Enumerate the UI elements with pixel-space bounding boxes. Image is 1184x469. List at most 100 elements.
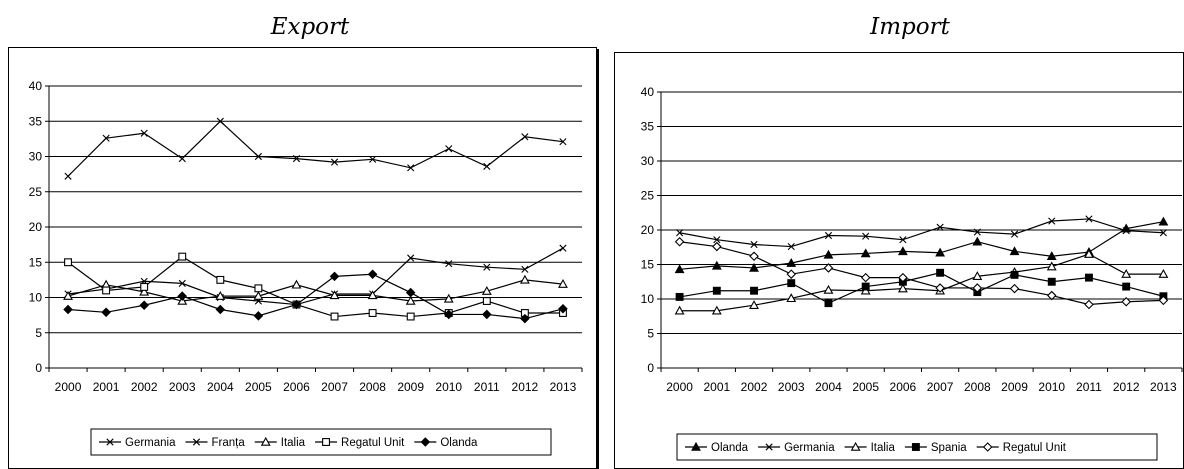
import-legend-marker bbox=[850, 441, 861, 451]
import-data-point bbox=[936, 268, 945, 277]
import-x-tick-label: 2013 bbox=[1150, 380, 1177, 394]
export-data-point bbox=[481, 286, 492, 295]
export-legend-swatch-marker bbox=[260, 436, 271, 446]
import-data-point bbox=[935, 283, 945, 293]
export-data-point bbox=[519, 274, 530, 284]
export-data-point bbox=[443, 293, 454, 303]
import-data-point bbox=[1048, 217, 1056, 225]
export-y-tick-label: 20 bbox=[29, 220, 43, 234]
export-data-point bbox=[407, 164, 415, 172]
import-data-point bbox=[897, 246, 908, 256]
import-y-tick-label: 5 bbox=[647, 327, 654, 341]
import-data-point bbox=[1159, 229, 1167, 237]
import-data-point bbox=[711, 305, 722, 315]
export-x-tick-label: 2012 bbox=[512, 380, 539, 394]
export-y-tick-label: 10 bbox=[29, 291, 43, 305]
import-data-point bbox=[1122, 282, 1131, 291]
import-data-point bbox=[1046, 261, 1057, 271]
export-data-point bbox=[63, 290, 73, 300]
export-y-tick-label: 0 bbox=[35, 361, 42, 375]
export-data-point bbox=[483, 162, 491, 170]
import-legend-swatch-marker bbox=[850, 441, 861, 451]
export-data-point bbox=[559, 138, 567, 146]
export-x-tick-label: 2005 bbox=[245, 380, 272, 394]
import-x-tick-label: 2011 bbox=[1076, 380, 1102, 394]
export-data-point bbox=[292, 155, 301, 163]
export-data-point bbox=[443, 309, 454, 320]
export-data-point bbox=[330, 158, 339, 166]
import-x-tick-label: 2000 bbox=[666, 380, 693, 394]
export-data-point bbox=[216, 117, 224, 125]
import-data-point bbox=[787, 242, 795, 251]
export-data-point bbox=[368, 309, 377, 317]
export-data-point bbox=[291, 279, 302, 289]
export-data-point bbox=[216, 275, 225, 284]
export-data-point bbox=[367, 269, 378, 280]
import-data-point bbox=[1046, 251, 1057, 260]
import-legend-label: Regatul Unit bbox=[1003, 442, 1067, 454]
export-data-point bbox=[329, 271, 340, 282]
export-data-point bbox=[215, 304, 226, 315]
import-data-point bbox=[1121, 269, 1132, 278]
export-data-point bbox=[405, 295, 416, 305]
import-y-tick-label: 40 bbox=[641, 85, 655, 99]
export-data-point bbox=[291, 299, 302, 310]
import-data-point bbox=[898, 272, 908, 283]
import-y-tick-label: 10 bbox=[641, 292, 655, 306]
export-x-tick-label: 2003 bbox=[169, 380, 196, 394]
export-data-point bbox=[178, 155, 186, 163]
export-legend-label: Franța bbox=[212, 437, 246, 449]
export-data-point bbox=[254, 152, 262, 161]
import-series-line-4 bbox=[679, 241, 1164, 306]
export-legend-label: Olanda bbox=[440, 437, 478, 449]
export-series-markers-4 bbox=[63, 269, 568, 324]
export-data-point bbox=[139, 286, 150, 296]
export-legend-marker bbox=[192, 438, 201, 446]
export-y-tick-label: 5 bbox=[35, 326, 42, 340]
export-x-tick-label: 2002 bbox=[131, 380, 158, 394]
import-x-tick-label: 2009 bbox=[1001, 380, 1028, 394]
import-data-point bbox=[860, 272, 871, 283]
export-series-markers-2 bbox=[63, 274, 568, 305]
import-legend-marker bbox=[765, 443, 773, 451]
chart-title-import: Import bbox=[870, 14, 950, 40]
export-data-point bbox=[140, 282, 149, 291]
import-data-point bbox=[972, 271, 983, 280]
import-data-point bbox=[823, 249, 834, 259]
export-series-markers-0 bbox=[64, 117, 567, 180]
export-data-point bbox=[64, 172, 72, 180]
import-data-point bbox=[674, 264, 685, 274]
chart-title-export: Export bbox=[270, 14, 350, 40]
import-data-point bbox=[935, 247, 946, 257]
export-x-tick-label: 2011 bbox=[474, 380, 500, 394]
import-legend-swatch-marker bbox=[765, 443, 773, 451]
export-data-point bbox=[215, 290, 226, 300]
export-legend-swatch-marker bbox=[106, 438, 114, 446]
export-y-tick-label: 40 bbox=[29, 79, 43, 93]
import-data-point bbox=[1158, 216, 1169, 226]
import-legend-label: Italia bbox=[871, 442, 896, 454]
import-data-point bbox=[936, 223, 944, 231]
import-data-point bbox=[711, 260, 722, 270]
export-x-tick-label: 2009 bbox=[397, 380, 424, 394]
import-data-point bbox=[749, 251, 759, 261]
import-data-point bbox=[1158, 269, 1169, 278]
import-y-tick-label: 30 bbox=[641, 154, 655, 168]
export-legend-swatch-marker bbox=[192, 438, 201, 446]
export-data-point bbox=[482, 297, 491, 305]
export-series-line-0 bbox=[67, 120, 564, 177]
import-x-tick-label: 2004 bbox=[815, 380, 842, 394]
import-x-tick-label: 2010 bbox=[1038, 380, 1065, 394]
export-data-point bbox=[177, 291, 188, 301]
import-data-point bbox=[749, 300, 759, 309]
import-data-point bbox=[1158, 295, 1169, 306]
export-data-point bbox=[178, 279, 186, 287]
import-legend-swatch-marker bbox=[982, 442, 993, 452]
export-legend-label: Regatul Unit bbox=[341, 437, 405, 449]
import-data-point bbox=[1084, 299, 1094, 310]
import-series-line-3 bbox=[679, 272, 1164, 304]
import-data-point bbox=[786, 269, 797, 279]
import-data-point bbox=[1085, 215, 1093, 223]
